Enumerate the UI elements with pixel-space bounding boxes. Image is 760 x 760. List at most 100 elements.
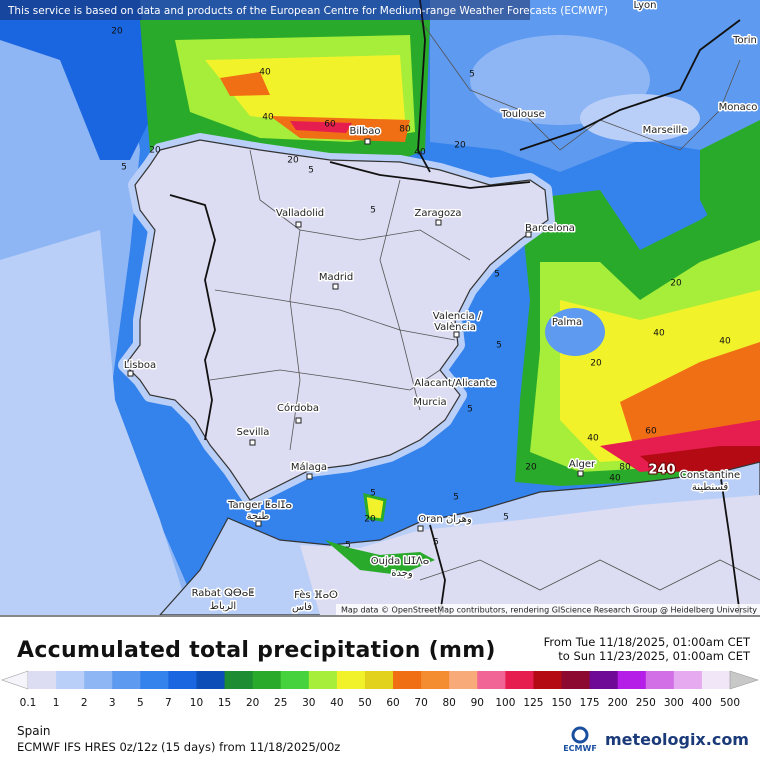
legend-label: 15 (218, 697, 231, 709)
contour-label: 20 (525, 463, 537, 473)
city-label: Sevilla (237, 427, 270, 438)
legend-label: 175 (580, 697, 600, 709)
contour-label: 5 (453, 493, 459, 503)
legend-swatch (112, 671, 141, 689)
city-label: Zaragoza (414, 208, 461, 219)
city-label: Tanger ⵟⴰⵏⵊⴰ (227, 500, 292, 511)
separator (0, 615, 760, 617)
legend-swatch (645, 671, 675, 689)
city-marker (127, 370, 134, 377)
legend-swatch (449, 671, 478, 689)
region: Spain (17, 724, 51, 738)
precip-area (0, 230, 190, 615)
legend-label: 200 (608, 697, 628, 709)
legend-swatch (224, 671, 254, 689)
legend-label: 90 (471, 697, 484, 709)
contour-label: 40 (653, 329, 665, 339)
contour-label: 40 (262, 113, 274, 123)
legend-label: 50 (358, 697, 371, 709)
legend-swatch (252, 671, 282, 689)
legend-swatch (477, 671, 506, 689)
country-border (429, 524, 446, 615)
legend-label: 0.1 (20, 697, 37, 709)
city-label: Murcia (413, 397, 446, 408)
city-label: Marseille (643, 125, 688, 136)
city-label: Madrid (319, 272, 353, 283)
legend-swatch (84, 671, 113, 689)
legend-swatch (589, 671, 619, 689)
map-credit: Map data © OpenStreetMap contributors, r… (341, 606, 757, 615)
city-marker (306, 473, 313, 480)
legend-swatch (421, 671, 450, 689)
contour-labels: 20 40 40 60 80 40 20 20 5 5 5 20 5 5 5 5… (111, 27, 731, 551)
region-border (209, 369, 441, 391)
precip-area (545, 308, 605, 356)
city-label: Monaco (719, 102, 758, 113)
city-label: Oujda ⵡⵊⴷⴰ (371, 556, 430, 567)
ecmwf-logo: ECMWF (563, 726, 597, 753)
legend-label: 400 (692, 697, 712, 709)
contour-label: 20 (590, 359, 602, 369)
legend-high (729, 670, 759, 690)
legend-label: 7 (165, 697, 172, 709)
contour-label: 5 (370, 206, 376, 216)
banner-bg (0, 0, 530, 20)
contour-label: 5 (496, 341, 502, 351)
contour-label: 40 (719, 337, 731, 347)
legend-label: 250 (636, 697, 656, 709)
contour-label: 40 (414, 148, 426, 158)
city-marker (295, 221, 302, 228)
city-label: Valencia / (433, 311, 482, 322)
city-label: Alger (569, 459, 596, 470)
contour-label: 5 (503, 513, 509, 523)
contour-label: 5 (345, 541, 351, 551)
city-label: طنجة (247, 511, 270, 522)
contour-label: 20 (111, 27, 123, 37)
city-label: Toulouse (500, 109, 544, 120)
city-marker (577, 470, 584, 477)
city-label: Barcelona (525, 223, 575, 234)
legend-swatch (701, 671, 731, 689)
city-label: Rabat ⵕⴱⴰⵟ (192, 588, 255, 599)
date-to: to Sun 11/23/2025, 01:00am CET (558, 649, 750, 663)
legend-label: 5 (137, 697, 144, 709)
city-label: Alacant/Alicante (414, 378, 495, 389)
city-marker (417, 525, 424, 532)
legend-label: 2 (81, 697, 88, 709)
contour-label: 5 (308, 166, 314, 176)
contour-label: 20 (670, 279, 682, 289)
region-border (289, 229, 301, 451)
contour-label: 5 (370, 489, 376, 499)
contour-label: 240 (648, 463, 675, 478)
logo-mark (571, 726, 589, 744)
precip-area (580, 94, 700, 142)
contour-label: 40 (259, 68, 271, 78)
contour-label: 60 (324, 120, 336, 130)
city-label: València (434, 321, 476, 333)
legend-swatch (336, 671, 366, 689)
country-border (329, 161, 531, 189)
city-label: فاس (292, 602, 312, 613)
legend-swatch (393, 671, 422, 689)
city-marker (364, 138, 371, 145)
legend-label: 70 (414, 697, 427, 709)
city-label: Bilbao (349, 126, 380, 137)
contour-label: 60 (645, 427, 657, 437)
legend-swatch (28, 671, 57, 689)
city-marker (295, 417, 302, 424)
precip-area (220, 72, 270, 96)
contour-label: 20 (364, 515, 376, 525)
legend-swatch (308, 671, 338, 689)
legend-swatch (673, 671, 703, 689)
legend-swatch (56, 671, 85, 689)
city-label: قسنطينة (692, 482, 729, 493)
legend-swatch (505, 671, 534, 689)
legend-label: 20 (246, 697, 259, 709)
country-border (519, 19, 741, 151)
date-from: From Tue 11/18/2025, 01:00am CET (543, 635, 750, 649)
legend-label: 40 (330, 697, 343, 709)
legend-swatch (533, 671, 563, 689)
precip-area (325, 540, 435, 575)
city-label: Lyon (633, 0, 656, 11)
contour-label: 5 (467, 405, 473, 415)
